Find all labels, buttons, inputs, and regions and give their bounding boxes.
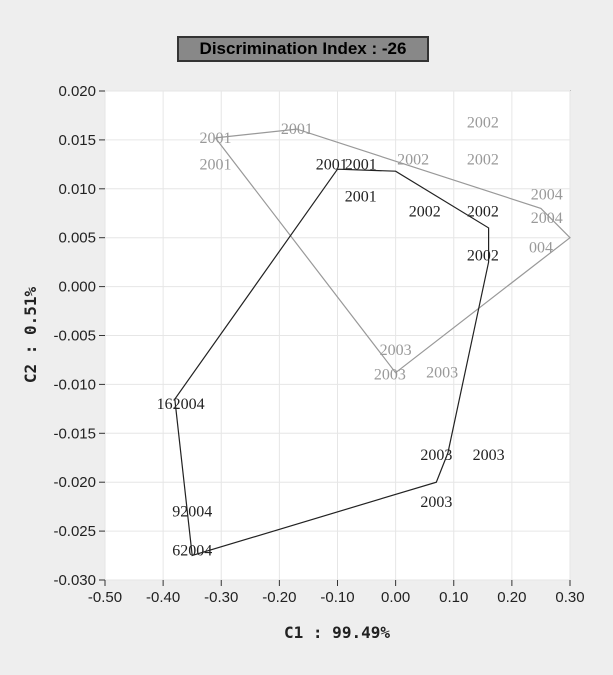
point-label: 2002: [467, 151, 499, 168]
point-label: 2003: [473, 447, 505, 464]
y-tick-label: -0.020: [53, 474, 96, 491]
x-tick-label: 0.00: [381, 589, 410, 606]
point-label: 2002: [467, 203, 499, 220]
series-line: [214, 128, 571, 374]
y-axis-ticks: 0.020 0.015 0.010 0.005 0.000 -0.005 -0.010 -0.…: [53, 83, 105, 589]
x-tick-label: -0.10: [320, 589, 354, 606]
y-tick-label: -0.015: [53, 425, 96, 442]
point-label: 2002: [467, 247, 499, 264]
point-label: 2002: [467, 114, 499, 131]
y-tick-label: -0.030: [53, 572, 96, 589]
point-label: 2001: [199, 130, 231, 147]
y-axis-title: C2 : 0.51%: [21, 286, 40, 383]
x-tick-label: 0.10: [439, 589, 468, 606]
y-tick-label: -0.025: [53, 523, 96, 540]
x-axis-title: C1 : 99.49%: [284, 623, 390, 642]
y-tick-label: 0.015: [58, 132, 96, 149]
point-label: 2002: [397, 151, 429, 168]
point-label: 2001: [199, 156, 231, 173]
point-label: 2003: [380, 342, 412, 359]
point-label: 2001: [345, 189, 377, 206]
point-label: 2003: [374, 367, 406, 384]
point-label: 2001: [345, 156, 377, 173]
y-tick-label: 0.020: [58, 83, 96, 100]
point-label: 2004: [531, 187, 563, 204]
point-label: 162004: [157, 396, 205, 413]
x-tick-label: -0.40: [146, 589, 180, 606]
point-label: 2002: [409, 203, 441, 220]
series-line: [174, 168, 490, 557]
y-tick-label: 0.000: [58, 279, 96, 296]
x-tick-label: 0.30: [555, 589, 584, 606]
x-tick-label: -0.50: [88, 589, 122, 606]
y-tick-label: -0.010: [53, 376, 96, 393]
point-label: 92004: [172, 504, 212, 521]
x-tick-label: 0.20: [497, 589, 526, 606]
point-label: 2003: [426, 365, 458, 382]
point-label: 004: [529, 239, 553, 256]
point-label: 62004: [172, 543, 212, 560]
point-label: 2003: [420, 494, 452, 511]
y-tick-label: 0.005: [58, 230, 96, 247]
series-lines: [174, 128, 571, 557]
point-label: 2004: [531, 210, 563, 227]
point-label: 2003: [420, 447, 452, 464]
point-label: 2001: [316, 156, 348, 173]
x-tick-label: -0.30: [204, 589, 238, 606]
x-tick-label: -0.20: [262, 589, 296, 606]
y-tick-label: -0.005: [53, 328, 96, 345]
chart-title: Discrimination Index : -26: [177, 36, 429, 62]
x-axis-ticks: -0.50 -0.40 -0.30 -0.20 -0.10 0.00 0.10 0.20 0.3…: [88, 580, 585, 606]
y-tick-label: 0.010: [58, 181, 96, 198]
point-label: 2001: [281, 121, 313, 138]
